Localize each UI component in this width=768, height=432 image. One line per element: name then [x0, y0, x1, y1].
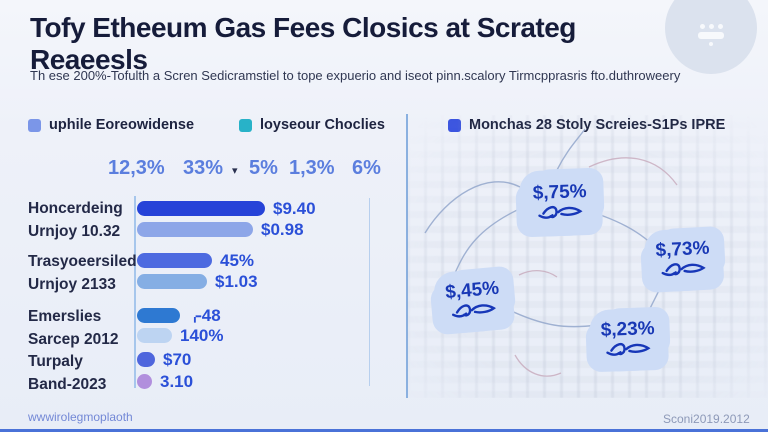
legend-label: uphile Eoreowidense	[49, 117, 195, 133]
node-value: $,75%	[532, 181, 587, 204]
bar-value: 45%	[220, 250, 255, 270]
bar	[137, 222, 253, 237]
eth-scribble-icon	[661, 263, 706, 277]
bar	[137, 201, 265, 216]
legend-item: Monchas 28 Stoly Screies-S1Ps IPRE	[448, 117, 725, 133]
legend-item: uphile Eoreowidense	[28, 117, 194, 133]
stat-value: 5%	[249, 157, 278, 179]
bar-row: 45%	[137, 250, 255, 270]
dots-bar-icon	[698, 24, 724, 46]
bar-row: $70	[137, 349, 192, 369]
eth-scribble-icon	[538, 205, 583, 219]
page-subtitle: Th ese 200%-Tofulth a Scren Sedicramstie…	[30, 68, 681, 83]
header-badge	[665, 0, 757, 74]
bar-row: $1.03	[137, 271, 258, 291]
bottom-accent-strip	[0, 429, 768, 432]
bar-value: ⌌48	[188, 305, 221, 325]
bar	[137, 308, 180, 323]
bar-value: $70	[163, 349, 192, 369]
bar-group-label: Honcerdeing Urnjoy 10.32	[28, 200, 123, 240]
bar-value: $9.40	[273, 198, 316, 218]
page-title: Tofy Etheeum Gas Fees Closics at Scrateg…	[30, 12, 576, 75]
chart-boundary-line	[369, 198, 370, 386]
bar-value: $1.03	[215, 271, 258, 291]
network-node: $,73%	[643, 227, 723, 291]
stat-value: 33%	[183, 157, 224, 179]
bar	[137, 328, 172, 343]
stat-value: 1,3%	[289, 157, 335, 179]
bar	[137, 274, 207, 289]
panel-divider	[406, 114, 408, 398]
bar-group-label: Turpaly Band-2023	[28, 353, 107, 393]
bar-row: 3.10	[137, 371, 194, 391]
legend-swatch-icon	[28, 118, 41, 132]
bar	[137, 352, 155, 367]
bar-group-label: Emerslies Sarcep 2012	[28, 308, 119, 348]
network-node: $,75%	[518, 168, 602, 236]
bar	[137, 374, 152, 389]
stat-value: 6%	[352, 157, 381, 179]
legend-label: loyseour Choclies	[260, 117, 385, 133]
legend-item: loyseour Choclies	[239, 117, 385, 133]
node-value: $,23%	[600, 318, 655, 341]
bar-row: $0.98	[137, 219, 304, 239]
bar-group-label: Trasyoeersiled Urnjoy 2133	[28, 253, 137, 293]
network-diagram: $,75% $,73% $,45%	[407, 115, 768, 398]
legend-label: Monchas 28 Stoly Screies-S1Ps IPRE	[469, 117, 725, 133]
bar-row: 140%	[137, 325, 224, 345]
caret-down-icon: ▾	[232, 165, 238, 177]
bar-value: $0.98	[261, 219, 304, 239]
bar	[137, 253, 212, 268]
bar-value: 3.10	[160, 371, 194, 391]
eth-scribble-icon	[452, 304, 496, 318]
bar-row: ⌌48	[137, 305, 221, 325]
footer-source: Sconi2019.2012	[663, 412, 750, 426]
legend-swatch-icon	[448, 118, 461, 132]
footer-watermark: wwwirolegmoplaoth	[28, 410, 133, 424]
chart-axis-line	[134, 196, 136, 388]
eth-scribble-icon	[606, 342, 651, 356]
legend-swatch-icon	[239, 118, 252, 132]
network-node: $,23%	[588, 307, 668, 371]
stat-value: 12,3%	[108, 157, 165, 179]
node-value: $,73%	[655, 237, 710, 262]
bar-row: $9.40	[137, 198, 316, 218]
network-node: $,45%	[432, 266, 514, 334]
bar-value: 140%	[180, 325, 224, 345]
